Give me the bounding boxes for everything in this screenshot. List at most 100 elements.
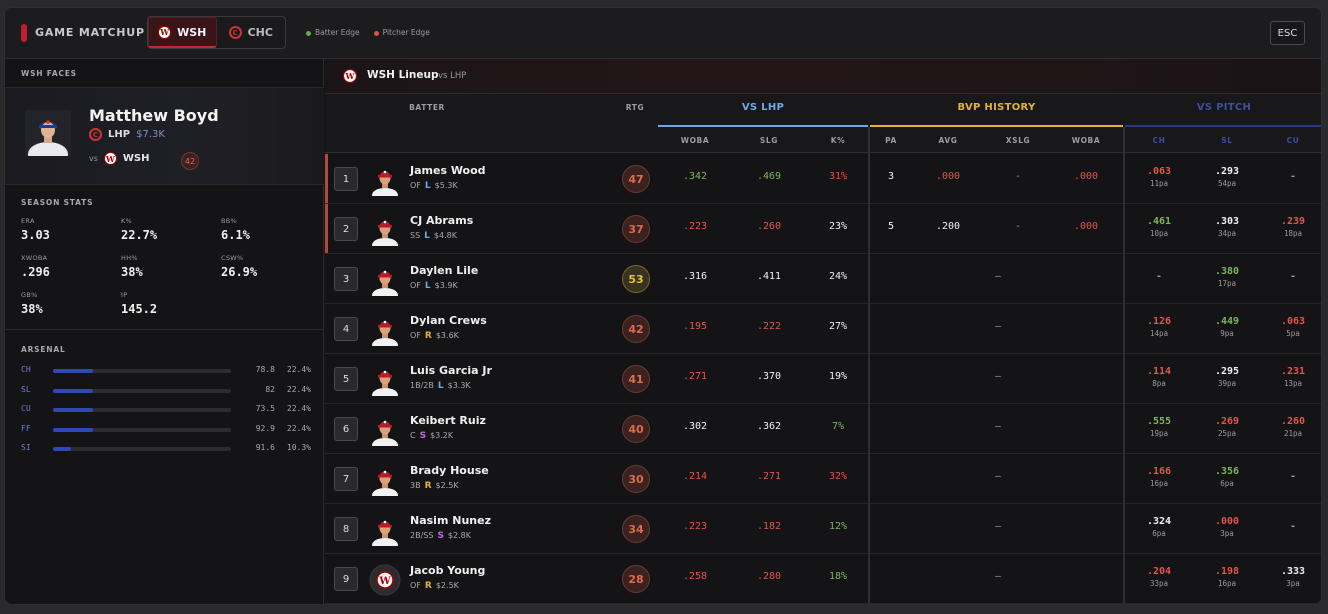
vs-lhp-slg: .271 [756, 471, 782, 482]
edge-indicator [325, 504, 328, 553]
vs-lhp-k-pct: 27% [828, 321, 848, 332]
stat-label: IP [121, 291, 128, 299]
table-row[interactable]: 5 Luis Garcia Jr 1B/2B L $3.3K 41 .271 .370 19% —… [325, 354, 1321, 404]
pitcher-meta: C LHP $7.3K [89, 128, 165, 141]
batter-name[interactable]: James Wood [410, 164, 486, 177]
table-row[interactable]: 1 James Wood OF L $5.3K 47 .342 .469 31% 3 .000 - .0… [325, 154, 1321, 204]
vs-lhp-k-pct: 7% [831, 421, 845, 432]
stat-k-pct: K% 22.7% [121, 217, 157, 242]
pitch-pa: 17pa [1217, 279, 1237, 288]
table-row[interactable]: 2 CJ Abrams SS L $4.8K 37 .223 .260 23% 5 .200 - .00… [325, 204, 1321, 254]
vs-sl: .000 3pa [1207, 516, 1247, 538]
batter-name[interactable]: Jacob Young [410, 564, 486, 577]
table-row[interactable]: 8 Nasim Nunez 2B/SS S $2.8K 34 .223 .182 12% — .32… [325, 504, 1321, 554]
batter-name[interactable]: CJ Abrams [410, 214, 474, 227]
edge-indicator [325, 204, 328, 253]
batter-headshot-icon [372, 370, 398, 396]
vs-cu: - [1273, 471, 1313, 482]
batter-position: SS [410, 231, 421, 240]
table-row[interactable]: 3 Daylen Lile OF L $3.9K 53 .316 .411 24% — - .380 1… [325, 254, 1321, 304]
tab-label: WSH [177, 25, 207, 39]
bvp-pa: 3 [887, 171, 895, 182]
pitch-velocity: 91.6 [255, 443, 275, 452]
vs-lhp-woba: .258 [682, 571, 708, 582]
opponent-team: WSH [122, 153, 150, 164]
group-bvp-history: BVP HISTORY [957, 102, 1036, 113]
pitch-type: SL [21, 384, 31, 394]
vs-sl: .269 25pa [1207, 416, 1247, 438]
pitch-value: - [1289, 271, 1297, 282]
stat-label: GB% [21, 291, 38, 299]
batter-headshot-icon [372, 520, 398, 546]
table-row[interactable]: 9 W Jacob Young OF R $2.5K 28 .258 .280 18% — .204 3… [325, 554, 1321, 604]
batter-headshot-icon [372, 220, 398, 246]
batter-headshot-icon [372, 470, 398, 496]
tab-label: CHC [247, 26, 273, 39]
usage-bar [53, 408, 231, 412]
vs-ch: .204 33pa [1139, 566, 1179, 588]
col-slg: SLG [759, 136, 779, 145]
arsenal-row-si: SI 91.6 10.3% [21, 443, 311, 455]
col-sl: SL [1221, 136, 1233, 145]
vs-cu: - [1273, 171, 1313, 182]
batter-name[interactable]: Nasim Nunez [410, 514, 491, 527]
vs-sl: .198 16pa [1207, 566, 1247, 588]
tab-chc[interactable]: C CHC [217, 17, 286, 48]
stat-value: 6.1% [221, 228, 250, 242]
table-row[interactable]: 6 Keibert Ruiz C S $3.2K 40 .302 .362 7% — .555 19p… [325, 404, 1321, 454]
bvp-empty: — [994, 571, 1002, 582]
vs-cu: .333 3pa [1273, 566, 1313, 588]
batter-position: OF [410, 181, 421, 190]
tab-wsh[interactable]: W WSH [148, 17, 217, 48]
arsenal-row-ch: CH 78.8 22.4% [21, 365, 311, 377]
rating-badge: 37 [622, 215, 650, 243]
stat-label: HH% [121, 254, 138, 262]
vs-ch: .126 14pa [1139, 316, 1179, 338]
col-bvp-woba: WOBA [1071, 136, 1101, 145]
pitch-value: .461 [1146, 216, 1172, 227]
arsenal-row-ff: FF 92.9 22.4% [21, 424, 311, 436]
batter-salary: $2.5K [435, 481, 459, 490]
rating-badge: 40 [622, 415, 650, 443]
arsenal-label: ARSENAL [21, 345, 66, 354]
batter-name[interactable]: Daylen Lile [410, 264, 479, 277]
svg-text:W: W [345, 71, 356, 81]
arsenal-row-sl: SL 82 22.4% [21, 385, 311, 397]
pitch-value: .260 [1280, 416, 1306, 427]
pitch-pa: 18pa [1283, 229, 1303, 238]
esc-button[interactable]: ESC [1270, 21, 1305, 45]
batter-meta: 1B/2B L $3.3K [410, 381, 471, 391]
rating-badge: 41 [622, 365, 650, 393]
batter-name[interactable]: Keibert Ruiz [410, 414, 486, 427]
pitch-pa: 19pa [1149, 429, 1169, 438]
table-row[interactable]: 7 Brady House 3B R $2.5K 30 .214 .271 32% — .166 16… [325, 454, 1321, 504]
page-title: GAME MATCHUP [35, 26, 145, 39]
batter-name[interactable]: Brady House [410, 464, 489, 477]
vs-lhp-woba: .271 [682, 371, 708, 382]
batter-meta: 3B R $2.5K [410, 481, 459, 491]
legend-batter-edge: Batter Edge [306, 28, 360, 37]
batter-position: OF [410, 331, 421, 340]
vs-lhp-k-pct: 12% [828, 521, 848, 532]
pitch-velocity: 73.5 [255, 404, 275, 413]
rating-badge: 53 [622, 265, 650, 293]
batter-name[interactable]: Dylan Crews [410, 314, 487, 327]
stat-era: ERA 3.03 [21, 217, 50, 242]
batter-name[interactable]: Luis Garcia Jr [410, 364, 492, 377]
batter-meta: 2B/SS S $2.8K [410, 531, 471, 541]
vs-lhp-k-pct: 31% [828, 171, 848, 182]
col-avg: AVG [938, 136, 958, 145]
pitcher-panel: WSH FACES Matthew Boyd C LHP $7.3K vs W … [5, 59, 324, 604]
stat-value: 38% [121, 265, 143, 279]
table-row[interactable]: 4 Dylan Crews OF R $3.6K 42 .195 .222 27% — .126 14… [325, 304, 1321, 354]
stat-hh-pct: HH% 38% [121, 254, 143, 279]
rating-badge: 30 [622, 465, 650, 493]
vs-lhp-k-pct: 23% [828, 221, 848, 232]
bvp-empty: — [994, 321, 1002, 332]
pitch-value: .000 [1214, 516, 1240, 527]
vs-lhp-slg: .222 [756, 321, 782, 332]
vs-lhp-slg: .362 [756, 421, 782, 432]
vs-cu: - [1273, 521, 1313, 532]
pitch-value: .303 [1214, 216, 1240, 227]
pitch-value: .063 [1280, 316, 1306, 327]
